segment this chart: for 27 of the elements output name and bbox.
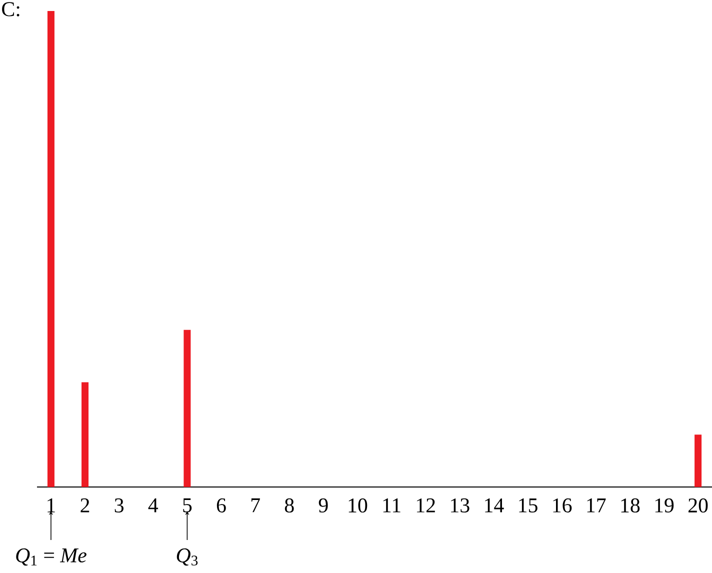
x-tick-label: 18 <box>621 498 640 513</box>
bar <box>694 434 702 487</box>
x-tick-label: 12 <box>416 498 435 512</box>
x-tick-label: 20 <box>688 498 708 513</box>
x-tick-label: 3 <box>114 498 124 512</box>
x-tick-label: 11 <box>383 498 400 512</box>
bar <box>184 330 191 487</box>
x-tick-label: 1 <box>48 498 55 512</box>
x-tick-label: 6 <box>216 498 226 512</box>
annotation: Q$_{3}$ <box>176 548 198 566</box>
x-tick-label: 13 <box>451 498 470 512</box>
bar <box>82 382 89 487</box>
x-tick-label: 14 <box>485 498 504 512</box>
chart-title: C: <box>2 2 20 16</box>
x-tick-label: 2 <box>80 498 90 512</box>
x-tick-label: 8 <box>284 498 294 513</box>
x-tick-label: 5 <box>183 498 192 512</box>
x-tick-label: 10 <box>348 498 368 513</box>
x-tick-label: 4 <box>148 498 158 512</box>
annotation: Q$_{1}$ = Me <box>16 548 86 566</box>
x-tick-label: 17 <box>587 498 606 512</box>
bar <box>47 10 54 487</box>
x-tick-label: 19 <box>655 498 674 512</box>
x-tick-label: 15 <box>519 498 538 512</box>
x-tick-label: 16 <box>553 498 572 512</box>
x-tick-label: 9 <box>318 498 328 512</box>
x-tick-label: 7 <box>251 498 260 512</box>
